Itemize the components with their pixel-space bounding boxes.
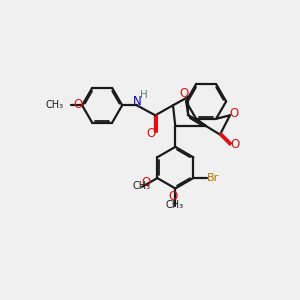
Text: CH₃: CH₃ [46, 100, 64, 110]
Text: O: O [179, 87, 188, 100]
Text: Br: Br [206, 173, 219, 183]
Text: O: O [74, 98, 83, 111]
Text: O: O [229, 107, 239, 120]
Text: CH₃: CH₃ [166, 200, 184, 210]
Text: O: O [230, 138, 239, 151]
Text: O: O [142, 176, 151, 189]
Text: O: O [146, 127, 155, 140]
Text: CH₃: CH₃ [132, 181, 150, 191]
Text: N: N [133, 95, 142, 108]
Text: H: H [140, 90, 148, 100]
Text: O: O [168, 190, 178, 203]
